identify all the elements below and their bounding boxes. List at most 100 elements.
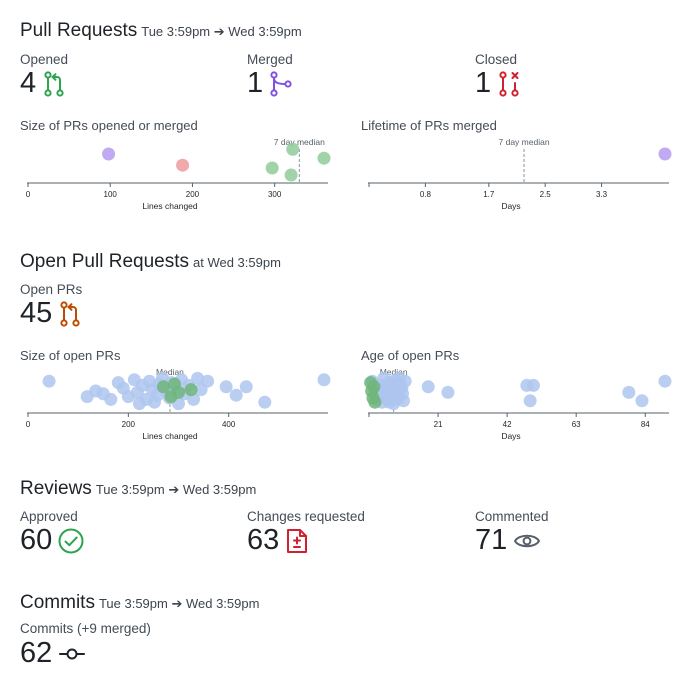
data-point[interactable] — [317, 151, 331, 165]
x-tick-label: 200 — [122, 420, 136, 429]
data-point[interactable] — [317, 373, 331, 387]
pull-requests-heading: Pull Requests Tue 3:59pm ➔ Wed 3:59pm — [20, 20, 302, 42]
data-point[interactable] — [367, 380, 381, 394]
x-tick-label: 1.7 — [483, 190, 495, 199]
changes-requested-stat: 63 — [247, 526, 309, 555]
reviews-range: Tue 3:59pm ➔ Wed 3:59pm — [95, 482, 257, 497]
x-tick-label: 400 — [222, 420, 236, 429]
x-tick-label: 0 — [26, 190, 31, 199]
data-point[interactable] — [392, 371, 406, 385]
median-label: 7 day median — [274, 137, 325, 147]
data-point[interactable] — [523, 394, 537, 408]
closed-count: 1 — [475, 67, 492, 99]
merged-label: Merged — [247, 52, 293, 67]
data-point[interactable] — [658, 147, 672, 161]
data-point[interactable] — [229, 388, 243, 402]
x-tick-label: 0 — [26, 420, 31, 429]
x-tick-label: 84 — [641, 420, 650, 429]
commits-stat: 62 — [20, 639, 86, 668]
open-age-chart: 21 42 63 84 Days Median — [364, 367, 672, 441]
median-label: Median — [156, 367, 184, 377]
data-point[interactable] — [104, 392, 118, 406]
commits-label: Commits (+9 merged) — [20, 621, 151, 636]
data-point[interactable] — [635, 394, 649, 408]
open-size-chart: 0 200 400 Lines changed Median — [26, 367, 331, 441]
commits-heading: Commits Tue 3:59pm ➔ Wed 3:59pm — [20, 592, 259, 614]
data-point[interactable] — [284, 168, 298, 182]
x-tick-label: 21 — [434, 420, 443, 429]
data-point[interactable] — [421, 380, 435, 394]
data-point[interactable] — [176, 158, 190, 172]
data-point[interactable] — [42, 374, 56, 388]
closed-stat: 1 — [475, 69, 521, 98]
changes-requested-label: Changes requested — [247, 509, 365, 524]
x-axis-label: Lines changed — [142, 201, 198, 211]
commented-stat: 71 — [475, 526, 541, 555]
data-point[interactable] — [156, 380, 170, 394]
open-pull-requests-at: at Wed 3:59pm — [193, 255, 281, 270]
pull-requests-title: Pull Requests — [20, 20, 138, 41]
data-point[interactable] — [184, 383, 198, 397]
data-point[interactable] — [172, 385, 186, 399]
pull-requests-range: Tue 3:59pm ➔ Wed 3:59pm — [141, 24, 302, 39]
pull-request-closed-icon — [499, 70, 519, 97]
data-point[interactable] — [191, 371, 205, 385]
data-point[interactable] — [187, 392, 201, 406]
file-diff-icon — [287, 528, 308, 553]
pull-request-icon — [60, 300, 80, 327]
data-point[interactable] — [239, 380, 253, 394]
commits-count: 62 — [20, 637, 53, 669]
data-point[interactable] — [658, 374, 672, 388]
approved-stat: 60 — [20, 526, 84, 555]
commits-title: Commits — [20, 592, 95, 613]
pull-request-opened-icon — [44, 70, 64, 97]
pr-size-chart: 0 100 200 300 Lines changed 7 day median — [26, 137, 331, 211]
open-size-chart-title: Size of open PRs — [20, 348, 121, 363]
merged-count: 1 — [247, 67, 264, 99]
approved-count: 60 — [20, 524, 53, 556]
open-pull-requests-title: Open Pull Requests — [20, 251, 189, 272]
open-pull-requests-heading: Open Pull Requests at Wed 3:59pm — [20, 251, 281, 273]
x-tick-label: 42 — [503, 420, 512, 429]
x-axis-label: Days — [501, 201, 520, 211]
commented-count: 71 — [475, 524, 508, 556]
pr-lifetime-chart: 0.8 1.7 2.5 3.3 Days 7 day median — [368, 137, 672, 211]
x-tick-label: 300 — [268, 190, 282, 199]
x-tick-label: 63 — [572, 420, 581, 429]
data-point[interactable] — [258, 395, 272, 409]
data-point[interactable] — [441, 385, 455, 399]
data-point[interactable] — [526, 378, 540, 392]
x-tick-label: 2.5 — [540, 190, 552, 199]
opened-stat: 4 — [20, 69, 66, 98]
x-axis-label: Lines changed — [142, 431, 198, 441]
data-point[interactable] — [80, 390, 94, 404]
open-age-chart-title: Age of open PRs — [361, 348, 460, 363]
data-point[interactable] — [132, 397, 146, 411]
reviews-title: Reviews — [20, 478, 92, 499]
median-label: 7 day median — [499, 137, 550, 147]
opened-label: Opened — [20, 52, 69, 67]
merged-stat: 1 — [247, 69, 293, 98]
data-point[interactable] — [102, 147, 116, 161]
data-point[interactable] — [265, 161, 279, 175]
data-point[interactable] — [286, 142, 300, 156]
data-point[interactable] — [622, 385, 636, 399]
open-prs-stat: 45 — [20, 299, 82, 328]
reviews-heading: Reviews Tue 3:59pm ➔ Wed 3:59pm — [20, 478, 256, 500]
data-point[interactable] — [201, 374, 215, 388]
check-circle-icon — [58, 528, 84, 553]
x-tick-label: 200 — [186, 190, 200, 199]
pr-size-chart-title: Size of PRs opened or merged — [20, 118, 198, 133]
pr-lifetime-chart-title: Lifetime of PRs merged — [361, 118, 497, 133]
x-tick-label: 0.8 — [420, 190, 432, 199]
approved-label: Approved — [20, 509, 78, 524]
opened-count: 4 — [20, 67, 37, 99]
data-point[interactable] — [396, 387, 410, 401]
open-prs-label: Open PRs — [20, 282, 83, 297]
data-point[interactable] — [368, 395, 382, 409]
data-point[interactable] — [219, 380, 233, 394]
x-axis-label: Days — [501, 431, 520, 441]
commented-label: Commented — [475, 509, 549, 524]
git-merge-icon — [270, 70, 292, 97]
x-tick-label: 100 — [104, 190, 118, 199]
